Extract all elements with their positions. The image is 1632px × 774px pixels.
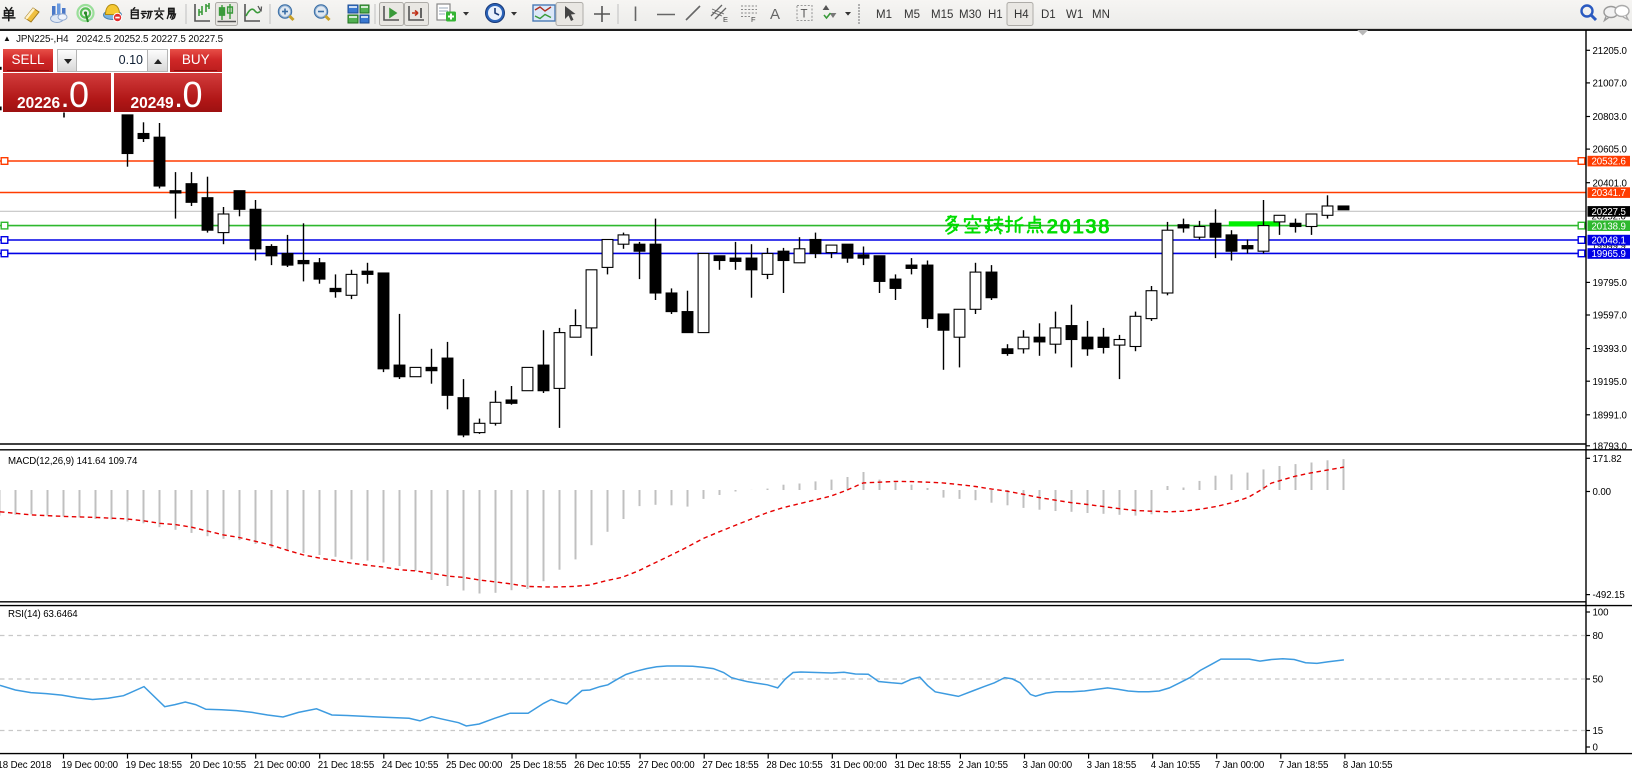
svg-text:21205.0: 21205.0 [1593,46,1628,57]
svg-text:21 Dec 18:55: 21 Dec 18:55 [318,760,374,771]
svg-text:19795.0: 19795.0 [1593,278,1628,289]
svg-text:15: 15 [1593,726,1604,737]
svg-text:18793.0: 18793.0 [1593,441,1628,452]
svg-text:25 Dec 00:00: 25 Dec 00:00 [446,760,503,771]
svg-text:2 Jan 10:55: 2 Jan 10:55 [958,760,1008,771]
svg-text:3 Jan 18:55: 3 Jan 18:55 [1087,760,1137,771]
svg-text:18 Dec 2018: 18 Dec 2018 [0,760,51,771]
svg-text:100: 100 [1593,608,1610,619]
svg-text:25 Dec 18:55: 25 Dec 18:55 [510,760,566,771]
svg-text:W1: W1 [1066,9,1083,21]
svg-text:20605.0: 20605.0 [1593,145,1628,156]
svg-text:-492.15: -492.15 [1593,590,1625,601]
svg-text:D1: D1 [1041,9,1056,21]
svg-text:19195.0: 19195.0 [1593,377,1628,388]
svg-text:19999.9: 19999.9 [1592,241,1626,252]
svg-text:20138: 20138 [1047,216,1111,239]
svg-text:A: A [770,6,780,23]
svg-text:18991.0: 18991.0 [1593,410,1628,421]
svg-text:19393.0: 19393.0 [1593,344,1628,355]
svg-text:21007.0: 21007.0 [1593,79,1628,90]
svg-text:20048.1: 20048.1 [1592,236,1626,247]
svg-text:21 Dec 00:00: 21 Dec 00:00 [254,760,311,771]
svg-text:MN: MN [1092,9,1110,21]
svg-text:19 Dec 18:55: 19 Dec 18:55 [126,760,182,771]
svg-text:M1: M1 [876,9,892,21]
svg-text:M5: M5 [904,9,920,21]
svg-text:8 Jan 10:55: 8 Jan 10:55 [1343,760,1393,771]
svg-text:0.00: 0.00 [1593,487,1612,498]
svg-text:19965.9: 19965.9 [1592,249,1626,260]
svg-text:0: 0 [1593,743,1599,754]
svg-text:80: 80 [1593,631,1604,642]
svg-text:19597.0: 19597.0 [1593,311,1628,322]
svg-text:MACD(12,26,9) 141.64 109.74: MACD(12,26,9) 141.64 109.74 [8,456,138,467]
svg-text:24 Dec 10:55: 24 Dec 10:55 [382,760,438,771]
svg-text:E: E [723,15,728,24]
svg-text:20138.9: 20138.9 [1592,221,1626,232]
svg-text:RSI(14) 63.6464: RSI(14) 63.6464 [8,609,78,620]
svg-text:20803.0: 20803.0 [1593,112,1628,123]
svg-text:20401.0: 20401.0 [1593,178,1628,189]
svg-text:M30: M30 [959,9,981,21]
svg-text:20341.7: 20341.7 [1592,188,1626,199]
svg-text:31 Dec 18:55: 31 Dec 18:55 [894,760,950,771]
svg-text:20227.5: 20227.5 [1592,207,1626,218]
svg-text:20 Dec 10:55: 20 Dec 10:55 [190,760,246,771]
svg-text:28 Dec 10:55: 28 Dec 10:55 [766,760,822,771]
svg-text:7 Jan 18:55: 7 Jan 18:55 [1279,760,1329,771]
svg-text:20252.0: 20252.0 [1592,212,1627,223]
svg-text:26 Dec 10:55: 26 Dec 10:55 [574,760,630,771]
svg-text:171.82: 171.82 [1593,454,1622,465]
svg-text:H4: H4 [1014,9,1029,21]
svg-text:3 Jan 00:00: 3 Jan 00:00 [1023,760,1073,771]
svg-text:7 Jan 00:00: 7 Jan 00:00 [1215,760,1265,771]
svg-text:20532.6: 20532.6 [1592,157,1626,168]
svg-text:27 Dec 00:00: 27 Dec 00:00 [638,760,695,771]
svg-text:H1: H1 [988,9,1003,21]
svg-text:50: 50 [1593,675,1604,686]
svg-text:31 Dec 00:00: 31 Dec 00:00 [830,760,887,771]
svg-text:4 Jan 10:55: 4 Jan 10:55 [1151,760,1201,771]
svg-text:F: F [751,15,756,24]
svg-text:M15: M15 [931,9,953,21]
svg-text:19 Dec 00:00: 19 Dec 00:00 [62,760,119,771]
svg-text:T: T [801,9,808,21]
svg-text:27 Dec 18:55: 27 Dec 18:55 [702,760,758,771]
